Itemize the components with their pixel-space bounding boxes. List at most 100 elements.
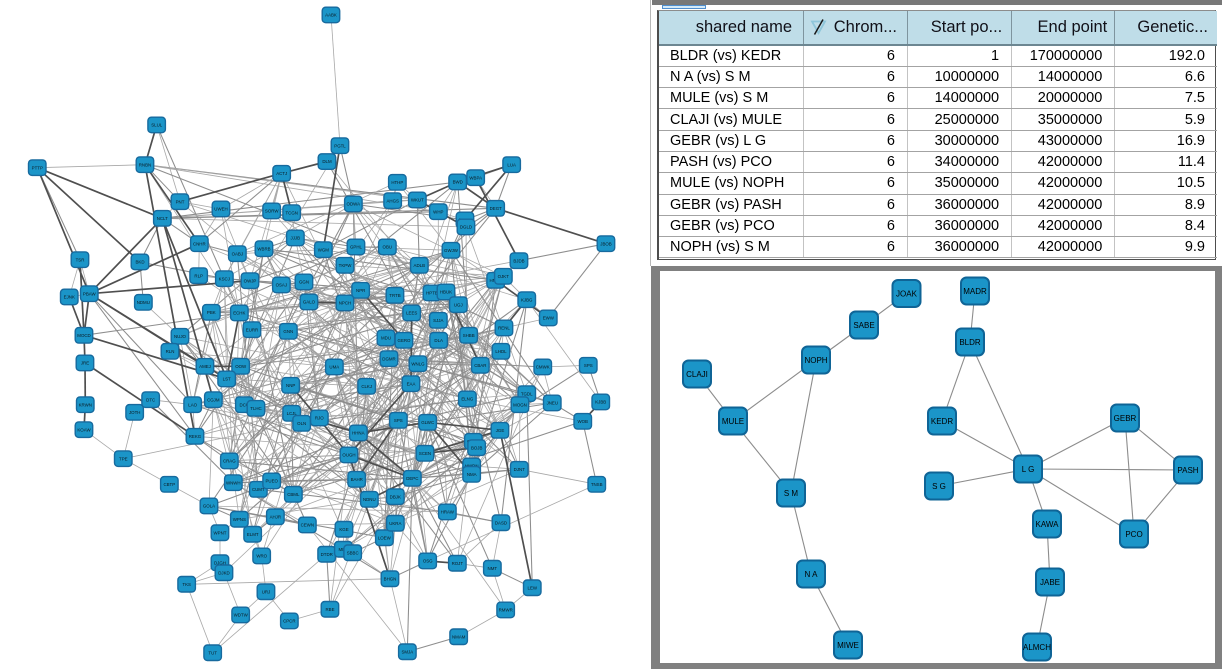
svg-text:KEDR: KEDR bbox=[931, 417, 953, 426]
svg-text:S G: S G bbox=[932, 482, 946, 491]
svg-text:TKPW: TKPW bbox=[339, 263, 353, 268]
svg-text:AHGS: AHGS bbox=[386, 198, 399, 203]
svg-text:TRTB: TRTB bbox=[389, 293, 400, 298]
svg-text:WDTW: WDTW bbox=[234, 613, 249, 618]
svg-text:KOAW: KOAW bbox=[77, 427, 91, 432]
svg-text:CBTP: CBTP bbox=[163, 482, 175, 487]
svg-text:LST: LST bbox=[223, 377, 231, 382]
svg-text:OSAJ: OSAJ bbox=[276, 283, 287, 288]
svg-text:LEW: LEW bbox=[528, 585, 538, 590]
svg-text:OJKT: OJKT bbox=[498, 274, 510, 279]
svg-text:MOCD: MOCD bbox=[77, 333, 90, 338]
svg-text:SCEN: SCEN bbox=[419, 451, 431, 456]
svg-text:ODWA: ODWA bbox=[347, 202, 361, 207]
svg-text:NMT: NMT bbox=[488, 566, 498, 571]
svg-text:ELNG: ELNG bbox=[461, 397, 474, 402]
svg-text:RNBN: RNBN bbox=[139, 162, 151, 167]
svg-text:WOB: WOB bbox=[577, 419, 588, 424]
svg-text:UKRA: UKRA bbox=[389, 521, 401, 526]
svg-text:TLHC: TLHC bbox=[250, 406, 261, 411]
svg-text:NDNU: NDNU bbox=[363, 497, 376, 502]
svg-text:KJBB: KJBB bbox=[595, 400, 606, 405]
svg-text:UWEH: UWEH bbox=[214, 207, 227, 212]
svg-text:DTC: DTC bbox=[146, 397, 155, 402]
svg-text:SPS: SPS bbox=[584, 363, 593, 368]
svg-text:RMWR: RMWR bbox=[499, 608, 513, 613]
svg-text:NPCH: NPCH bbox=[339, 301, 351, 306]
svg-text:GOLA: GOLA bbox=[203, 504, 215, 509]
svg-text:RENL: RENL bbox=[498, 326, 510, 331]
svg-text:HHNA: HHNA bbox=[352, 431, 365, 436]
svg-text:LAO: LAO bbox=[188, 402, 197, 407]
svg-text:NDMU: NDMU bbox=[137, 300, 150, 305]
svg-text:RLN: RLN bbox=[166, 349, 175, 354]
svg-text:RLP: RLP bbox=[194, 273, 203, 278]
svg-text:SORW: SORW bbox=[265, 209, 279, 214]
svg-text:KRWN: KRWN bbox=[79, 402, 92, 407]
svg-text:AABK: AABK bbox=[325, 13, 337, 18]
svg-text:CLKJ: CLKJ bbox=[361, 384, 372, 389]
svg-text:MADR: MADR bbox=[963, 287, 987, 296]
svg-text:MDU: MDU bbox=[381, 336, 391, 341]
svg-text:KAWA: KAWA bbox=[1036, 520, 1060, 529]
svg-text:TCGN: TCGN bbox=[285, 210, 297, 215]
svg-text:PCO: PCO bbox=[1125, 530, 1142, 539]
svg-text:ELMT: ELMT bbox=[247, 532, 259, 537]
svg-text:CBML: CBML bbox=[287, 492, 300, 497]
svg-text:PASH: PASH bbox=[1177, 466, 1198, 475]
svg-text:CEWN: CEWN bbox=[301, 523, 314, 528]
svg-text:SABE: SABE bbox=[853, 321, 874, 330]
svg-text:DLA: DLA bbox=[434, 338, 443, 343]
svg-text:BJDB: BJDB bbox=[513, 258, 524, 263]
svg-text:WHP: WHP bbox=[433, 209, 443, 214]
svg-text:WRO: WRO bbox=[256, 554, 267, 559]
svg-text:URJ: URJ bbox=[262, 589, 271, 594]
svg-text:GNN: GNN bbox=[283, 329, 293, 334]
svg-text:NOPH: NOPH bbox=[804, 356, 827, 365]
svg-text:PBK: PBK bbox=[207, 310, 216, 315]
svg-text:OWJP: OWJP bbox=[244, 278, 257, 283]
svg-text:OLN: OLN bbox=[297, 421, 306, 426]
svg-text:OOW: OOW bbox=[235, 364, 247, 369]
svg-text:BOJB: BOJB bbox=[471, 445, 483, 450]
svg-text:UGJ: UGJ bbox=[454, 302, 463, 307]
svg-text:DJNT: DJNT bbox=[514, 467, 526, 472]
svg-text:N A: N A bbox=[805, 570, 819, 579]
svg-text:WBRB: WBRB bbox=[257, 246, 270, 251]
svg-text:DTDR: DTDR bbox=[321, 552, 333, 557]
svg-text:TUT: TUT bbox=[208, 650, 217, 655]
svg-text:SMJA: SMJA bbox=[401, 649, 413, 654]
svg-text:NPR: NPR bbox=[356, 288, 365, 293]
svg-text:KSCJ: KSCJ bbox=[219, 276, 230, 281]
svg-text:RJO: RJO bbox=[315, 416, 324, 421]
svg-text:PTTP: PTTP bbox=[32, 165, 43, 170]
svg-text:PBAW: PBAW bbox=[83, 291, 97, 296]
svg-text:EAA: EAA bbox=[407, 381, 416, 386]
svg-text:LCJL: LCJL bbox=[287, 411, 298, 416]
svg-text:NUJO: NUJO bbox=[174, 334, 187, 339]
svg-text:CGJM: CGJM bbox=[207, 397, 220, 402]
svg-text:GALO: GALO bbox=[303, 300, 316, 305]
svg-text:HTHP: HTHP bbox=[391, 180, 403, 185]
svg-text:HBUK: HBUK bbox=[440, 290, 452, 295]
svg-text:NCLT: NCLT bbox=[157, 216, 168, 221]
svg-text:BWD: BWD bbox=[453, 180, 463, 185]
svg-text:CBAR: CBAR bbox=[474, 363, 486, 368]
svg-text:SBBC: SBBC bbox=[347, 550, 359, 555]
svg-text:SPS: SPS bbox=[394, 418, 403, 423]
svg-text:PUEO: PUEO bbox=[265, 479, 278, 484]
svg-text:BHGN: BHGN bbox=[384, 576, 397, 581]
svg-text:PNT: PNT bbox=[176, 199, 185, 204]
svg-text:JABE: JABE bbox=[1040, 578, 1060, 587]
svg-text:JOAK: JOAK bbox=[896, 290, 918, 299]
svg-text:DGLD: DGLD bbox=[460, 225, 472, 230]
svg-text:LEES: LEES bbox=[406, 311, 417, 316]
svg-text:OSG: OSG bbox=[423, 559, 433, 564]
svg-text:NNP: NNP bbox=[286, 383, 295, 388]
svg-text:GGN: GGN bbox=[299, 280, 309, 285]
svg-text:JJJB: JJJB bbox=[291, 236, 301, 241]
svg-text:AHJR: AHJR bbox=[270, 514, 281, 519]
svg-text:DASD: DASD bbox=[495, 520, 507, 525]
svg-text:CMWK: CMWK bbox=[536, 365, 550, 370]
svg-text:BAHR: BAHR bbox=[351, 477, 363, 482]
